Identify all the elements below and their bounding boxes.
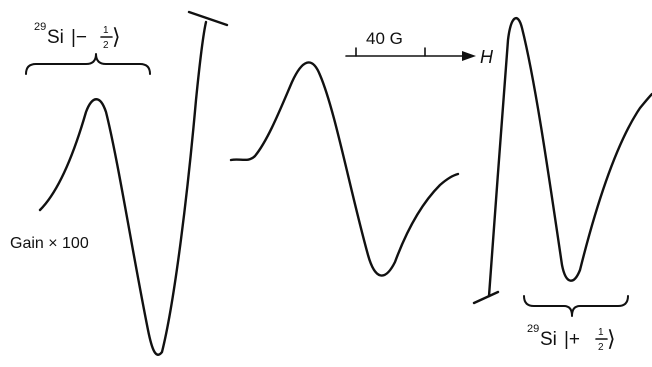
si-minus-ket-close: ⟩ xyxy=(112,24,121,49)
scale-label: 40 G xyxy=(366,29,403,48)
si-minus-element: Si xyxy=(47,27,64,48)
brace-si-plus xyxy=(523,295,629,317)
satellite-trace-plus xyxy=(487,16,652,298)
si-plus-superscript: 29 xyxy=(527,323,539,335)
label-si-minus: 29 Si |− 1 2 ⟩ xyxy=(34,21,121,51)
trace-end-tick-bottom xyxy=(472,290,500,305)
field-arrowhead xyxy=(462,51,476,61)
satellite-trace-minus xyxy=(38,20,208,356)
label-si-plus: 29 Si |+ 1 2 ⟩ xyxy=(527,323,616,353)
si-plus-frac-num: 1 xyxy=(598,327,604,338)
si-minus-frac-den: 2 xyxy=(103,40,109,51)
gain-label: Gain × 100 xyxy=(10,235,89,252)
brace-si-minus xyxy=(25,53,151,75)
central-line-trace xyxy=(229,61,460,277)
field-label: H xyxy=(480,47,494,67)
si-minus-superscript: 29 xyxy=(34,21,46,33)
si-minus-frac-num: 1 xyxy=(103,25,109,36)
si-plus-ket-open: |+ xyxy=(564,329,580,350)
si-plus-ket-close: ⟩ xyxy=(607,326,616,351)
si-minus-ket-open: |− xyxy=(71,27,87,48)
si-plus-element: Si xyxy=(540,329,557,350)
trace-end-tick-top xyxy=(187,10,229,27)
si-plus-frac-den: 2 xyxy=(598,342,604,353)
